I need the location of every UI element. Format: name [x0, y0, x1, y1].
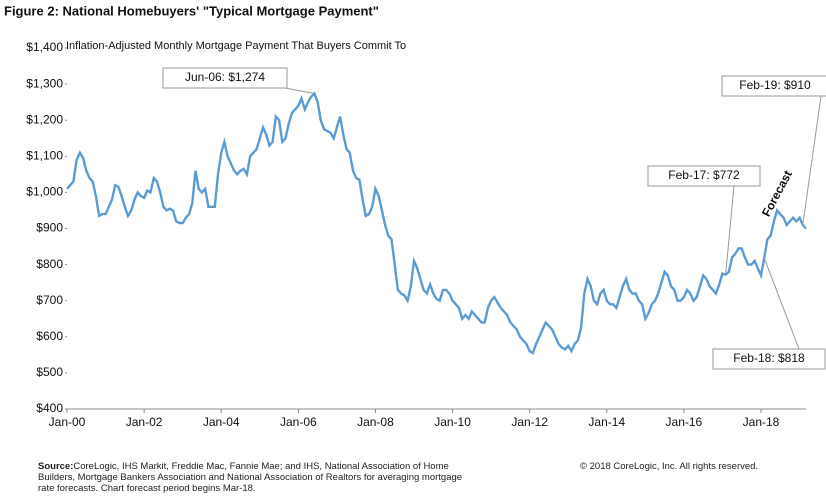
copyright: © 2018 CoreLogic, Inc. All rights reserv… [580, 461, 759, 472]
y-tick-label: $1,300 [26, 76, 63, 90]
callout-box [162, 67, 288, 89]
x-tick-label: Jan-08 [357, 415, 394, 429]
y-tick-label: $500 [36, 365, 63, 379]
callout-box [712, 348, 826, 370]
x-tick-label: Jan-04 [203, 415, 240, 429]
x-tick-label: Jan-02 [126, 415, 163, 429]
x-tick-label: Jan-10 [434, 415, 471, 429]
y-tick-label: $1,000 [26, 185, 63, 199]
x-tick-label: Jan-16 [666, 415, 703, 429]
y-axis-label: Inflation-Adjusted Monthly Mortgage Paym… [66, 40, 406, 52]
callout-line [763, 257, 800, 350]
x-tick-label: Jan-06 [280, 415, 317, 429]
source-note: Source:CoreLogic, IHS Markit, Freddie Ma… [38, 461, 478, 494]
callout-label: Feb-17: $772 [668, 168, 740, 182]
x-tick-label: Jan-12 [511, 415, 548, 429]
source-label: Source: [38, 461, 74, 472]
callout-label: Feb-18: $818 [733, 351, 805, 365]
callout-line [802, 95, 822, 225]
x-tick-label: Jan-00 [49, 415, 86, 429]
y-tick-label: $700 [36, 293, 63, 307]
y-tick-label: $400 [36, 401, 63, 415]
callout-label: Jun-06: $1,274 [185, 70, 265, 84]
y-tick-label: $1,200 [26, 112, 63, 126]
callout-line [725, 185, 735, 275]
chart-title: Figure 2: National Homebuyers' "Typical … [4, 3, 379, 18]
y-tick-label: $800 [36, 257, 63, 271]
y-tick-label: $1,100 [26, 148, 63, 162]
y-tick-label: $600 [36, 329, 63, 343]
callout-line [284, 87, 315, 94]
source-text: CoreLogic, IHS Markit, Freddie Mac, Fann… [38, 461, 463, 494]
x-tick-label: Jan-18 [743, 415, 780, 429]
data-line [66, 91, 807, 355]
y-tick-label: $1,400 [26, 40, 63, 54]
callout-label: Feb-19: $910 [739, 78, 811, 92]
callout-box [647, 165, 761, 187]
callout-box [721, 75, 826, 97]
y-tick-label: $900 [36, 221, 63, 235]
x-tick-label: Jan-14 [588, 415, 625, 429]
